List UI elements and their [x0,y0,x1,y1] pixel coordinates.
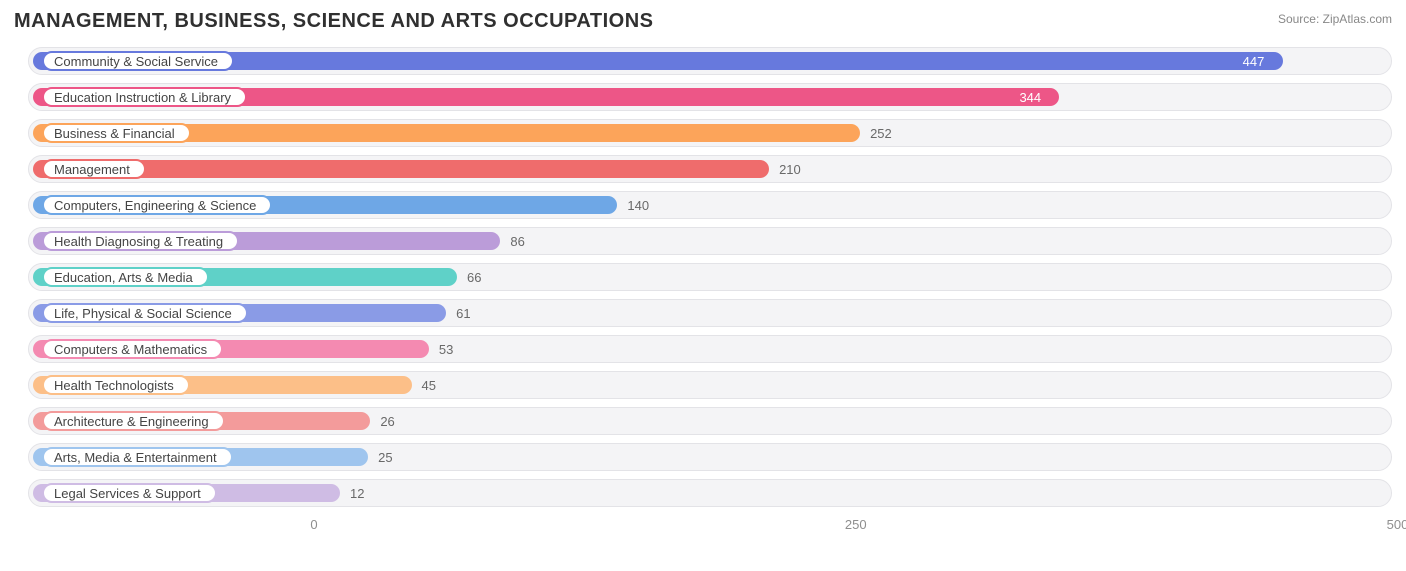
chart-row: Architecture & Engineering 26 [28,407,1392,435]
bar-value: 53 [439,335,453,363]
bar-value: 25 [378,443,392,471]
x-axis-tick: 250 [845,517,867,532]
chart-row: Health Diagnosing & Treating 86 [28,227,1392,255]
category-pill: Life, Physical & Social Science [42,303,248,323]
category-pill: Health Diagnosing & Treating [42,231,239,251]
bar-value: 210 [779,155,801,183]
bar-value: 66 [467,263,481,291]
chart-row: Management 210 [28,155,1392,183]
bar-value: 140 [627,191,649,219]
chart-row: Business & Financial 252 [28,119,1392,147]
category-pill: Architecture & Engineering [42,411,225,431]
chart-row: Education Instruction & Library 344 [28,83,1392,111]
occupations-bar-chart: Community & Social Service 447 Education I… [14,47,1392,561]
bar-value: 45 [422,371,436,399]
category-pill: Computers, Engineering & Science [42,195,272,215]
x-axis: 0250500 [28,515,1392,537]
bar-value: 252 [870,119,892,147]
category-pill: Computers & Mathematics [42,339,223,359]
source-site: ZipAtlas.com [1323,12,1392,26]
category-pill: Community & Social Service [42,51,234,71]
bar-value: 447 [1243,47,1265,75]
bar-value: 12 [350,479,364,507]
bar-value: 344 [1019,83,1041,111]
category-pill: Management [42,159,146,179]
bar-value: 26 [380,407,394,435]
category-pill: Health Technologists [42,375,190,395]
chart-row: Computers, Engineering & Science 140 [28,191,1392,219]
source-label: Source: [1278,12,1319,26]
chart-title: MANAGEMENT, BUSINESS, SCIENCE AND ARTS O… [14,10,653,33]
category-pill: Education, Arts & Media [42,267,209,287]
bar-value: 86 [510,227,524,255]
chart-row: Life, Physical & Social Science 61 [28,299,1392,327]
category-pill: Arts, Media & Entertainment [42,447,233,467]
chart-row: Arts, Media & Entertainment 25 [28,443,1392,471]
category-pill: Education Instruction & Library [42,87,247,107]
chart-row: Health Technologists 45 [28,371,1392,399]
source-attribution: Source: ZipAtlas.com [1278,12,1392,26]
chart-row: Legal Services & Support 12 [28,479,1392,507]
chart-row: Community & Social Service 447 [28,47,1392,75]
chart-row: Education, Arts & Media 66 [28,263,1392,291]
x-axis-tick: 500 [1387,517,1406,532]
x-axis-tick: 0 [310,517,317,532]
bar-value: 61 [456,299,470,327]
category-pill: Business & Financial [42,123,191,143]
category-pill: Legal Services & Support [42,483,217,503]
chart-row: Computers & Mathematics 53 [28,335,1392,363]
